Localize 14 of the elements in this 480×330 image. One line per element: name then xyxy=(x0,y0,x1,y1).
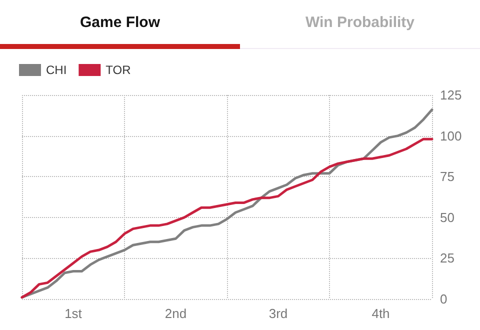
y-tick-label: 75 xyxy=(440,169,454,184)
x-tick-label: 2nd xyxy=(164,306,187,321)
y-tick-label: 125 xyxy=(440,88,462,102)
legend-label: CHI xyxy=(46,63,67,77)
y-tick-label: 50 xyxy=(440,210,454,225)
y-tick-label: 25 xyxy=(440,250,454,266)
legend-label: TOR xyxy=(106,63,132,77)
chart-title: Game Flow xyxy=(78,13,162,33)
x-tick-label: 3rd xyxy=(268,306,288,321)
y-tick-label: 0 xyxy=(440,292,448,306)
text: Win Probability xyxy=(304,13,416,33)
y-tick-label: 100 xyxy=(440,128,462,144)
x-tick-label: 4th xyxy=(372,306,390,321)
x-tick-label: 1st xyxy=(64,306,82,321)
